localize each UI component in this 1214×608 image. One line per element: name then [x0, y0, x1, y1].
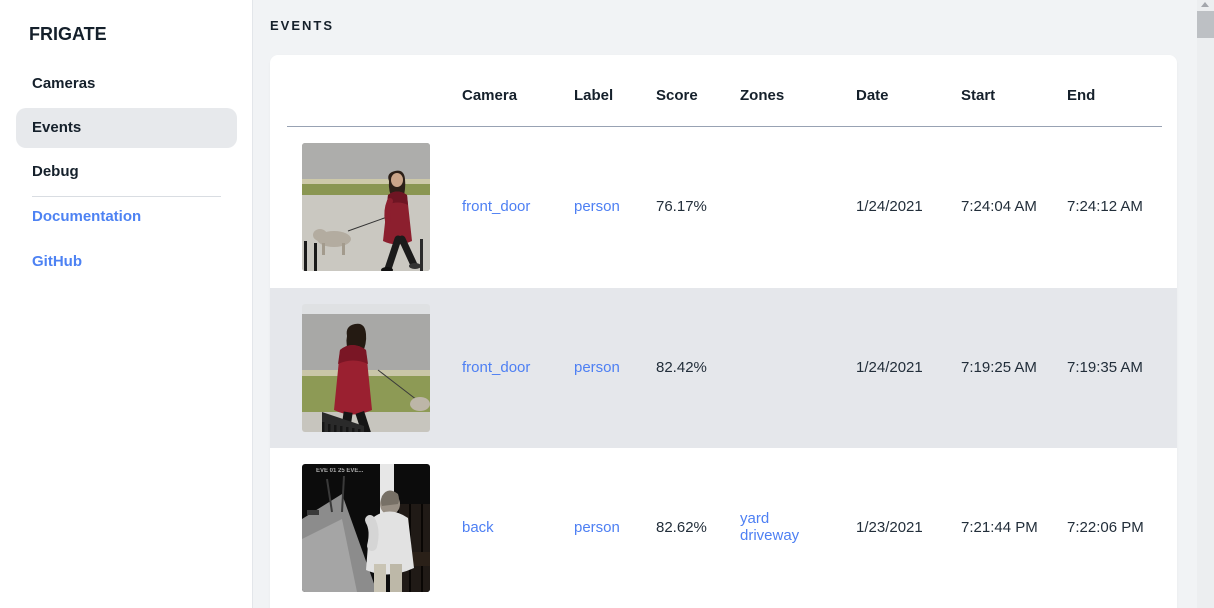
svg-text:EVE 01 25 EVE...: EVE 01 25 EVE... [316, 468, 364, 474]
